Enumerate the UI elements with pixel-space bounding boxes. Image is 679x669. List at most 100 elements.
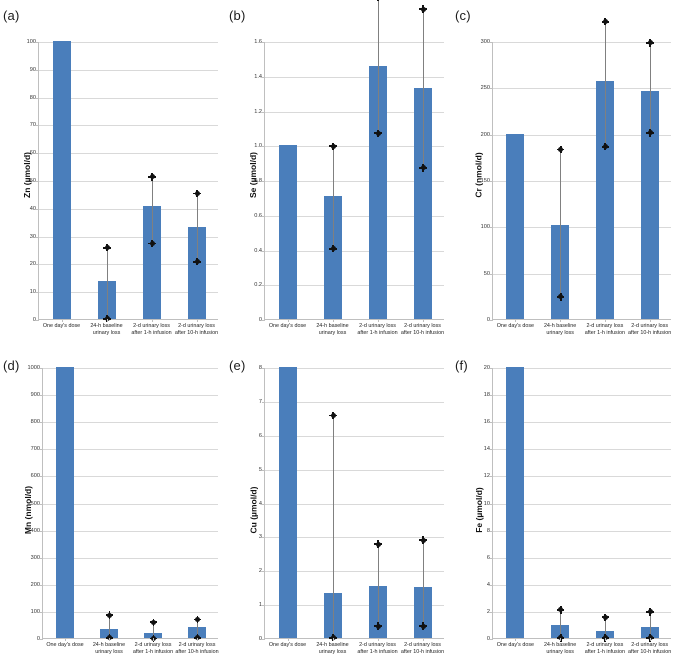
error-bar-lower-marker (419, 164, 427, 172)
y-tick-label: 2 (486, 608, 490, 615)
x-tick-label-line: 2-d urinary loss (404, 323, 441, 329)
y-tick-label: 8 (486, 527, 490, 534)
x-tick-label-line: One day's dose (496, 642, 535, 648)
y-tick-mark (490, 42, 493, 43)
x-tick-mark (106, 319, 108, 322)
y-tick-label: 0 (36, 636, 40, 642)
x-tick-mark (377, 319, 379, 322)
y-tick-label: 100 (26, 39, 36, 45)
gridline (39, 181, 218, 182)
gridline (39, 292, 218, 294)
x-tick-label-line: 2-d urinary loss (586, 323, 624, 329)
x-tick-label: 2-d urinary loss after 1-h infusion (357, 323, 397, 337)
x-tick-label: 2-d urinary loss after 10-h infusion (628, 642, 671, 656)
gridline (43, 611, 218, 613)
y-tick-mark (36, 181, 39, 182)
plot-wrapper: Se (µmol/d) 0 0.2 0.4 0.6 0.8 1.0 1.2 1.4 1.6 One … (226, 0, 452, 350)
x-tick-label: One day's dose (46, 642, 83, 649)
y-tick-label: 40 (29, 205, 36, 212)
error-bar-line (649, 611, 651, 638)
y-tick-label: 1.0 (254, 143, 262, 150)
x-tick-label-line: urinary loss (92, 330, 121, 337)
gridline (493, 227, 671, 229)
gridline (39, 42, 218, 43)
y-tick-mark (36, 320, 39, 321)
x-tick-label: One day's dose (43, 323, 80, 330)
gridline (265, 181, 444, 182)
x-tick-mark (61, 319, 63, 322)
x-tick-label-line: 2-d urinary loss (178, 642, 216, 648)
x-tick-mark (153, 638, 154, 641)
y-tick-label: 14 (483, 446, 490, 453)
error-bar-lower-marker (193, 633, 202, 642)
x-tick-mark (515, 319, 517, 322)
x-tick-mark (196, 319, 198, 322)
y-tick-mark (490, 227, 493, 229)
panel-letter: (a) (3, 8, 20, 23)
chart-panel-c: (c) Cr (nmol/d) 0 50 100 150 200 250 300 One day'… (452, 0, 679, 350)
panel-letter: (f) (455, 358, 468, 373)
bar (506, 133, 525, 319)
y-tick-label: 3 (258, 534, 262, 541)
error-bar-upper-marker (149, 618, 158, 626)
error-bar-line (153, 622, 154, 639)
x-tick-label: 24-h baseline urinary loss (93, 642, 125, 656)
x-tick-label: 24-h baseline urinary loss (316, 642, 348, 656)
y-tick-mark (490, 476, 493, 478)
bar (278, 145, 297, 319)
error-bar-lower-marker (419, 622, 427, 630)
y-tick-mark (490, 368, 493, 369)
x-tick-label-line: urinary loss (95, 649, 123, 656)
x-tick-label-line: 2-d urinary loss (359, 323, 396, 329)
x-tick-label-line: after 1-h infusion (357, 649, 398, 656)
error-bar-lower-marker (329, 245, 337, 253)
plot-wrapper: Mn (nmol/d) 0 100 200 300 400 500 600 700 800 900 1… (0, 350, 226, 669)
error-bar-line (196, 193, 198, 262)
x-tick-label-line: urinary loss (318, 649, 347, 656)
error-bar-line (332, 415, 334, 638)
y-tick-mark (262, 146, 265, 148)
y-tick-label: 1 (258, 602, 262, 609)
gridline (43, 476, 218, 478)
y-tick-mark (262, 42, 265, 43)
gridline (265, 250, 444, 252)
gridline (265, 285, 444, 287)
y-tick-label: 6 (258, 432, 262, 439)
error-bar-line (151, 176, 153, 244)
x-tick-label: 2-d urinary loss after 1-h infusion (133, 642, 173, 656)
y-tick-mark (40, 395, 43, 397)
x-tick-mark (287, 319, 289, 322)
x-tick-label-line: after 10-h infusion (175, 649, 219, 656)
y-tick-mark (36, 153, 39, 155)
gridline (493, 530, 671, 532)
error-bar-line (649, 42, 651, 133)
gridline (265, 111, 444, 113)
panel-letter: (d) (3, 358, 20, 373)
plot-wrapper: Zn (µmol/d) 0 10 20 30 40 50 60 70 80 90 100 One day… (0, 0, 226, 350)
x-tick-label-line: 2-d urinary loss (133, 323, 170, 329)
error-bar-line (422, 540, 424, 627)
gridline (39, 264, 218, 266)
error-bar-line (377, 0, 379, 134)
gridline (43, 530, 218, 532)
error-bar-lower-marker (105, 633, 114, 642)
x-tick-label: One day's dose (497, 323, 534, 330)
x-tick-label-line: after 10-h infusion (174, 330, 219, 337)
x-tick-label-line: 24-h baseline (316, 323, 349, 329)
x-tick-mark (560, 319, 562, 322)
gridline (265, 605, 444, 607)
gridline (493, 368, 671, 369)
y-tick-mark (262, 503, 265, 505)
y-tick-mark (40, 368, 43, 369)
y-tick-label: 6 (486, 554, 490, 561)
y-tick-mark (262, 111, 265, 113)
error-bar-line (377, 544, 379, 627)
bar (278, 367, 297, 638)
bar (595, 80, 614, 319)
x-tick-mark (377, 638, 379, 641)
y-tick-mark (490, 530, 493, 532)
y-axis-title: Cu (µmol/d) (248, 486, 259, 533)
error-bar-upper-marker (556, 145, 565, 154)
gridline (493, 584, 671, 586)
y-tick-mark (40, 557, 43, 559)
